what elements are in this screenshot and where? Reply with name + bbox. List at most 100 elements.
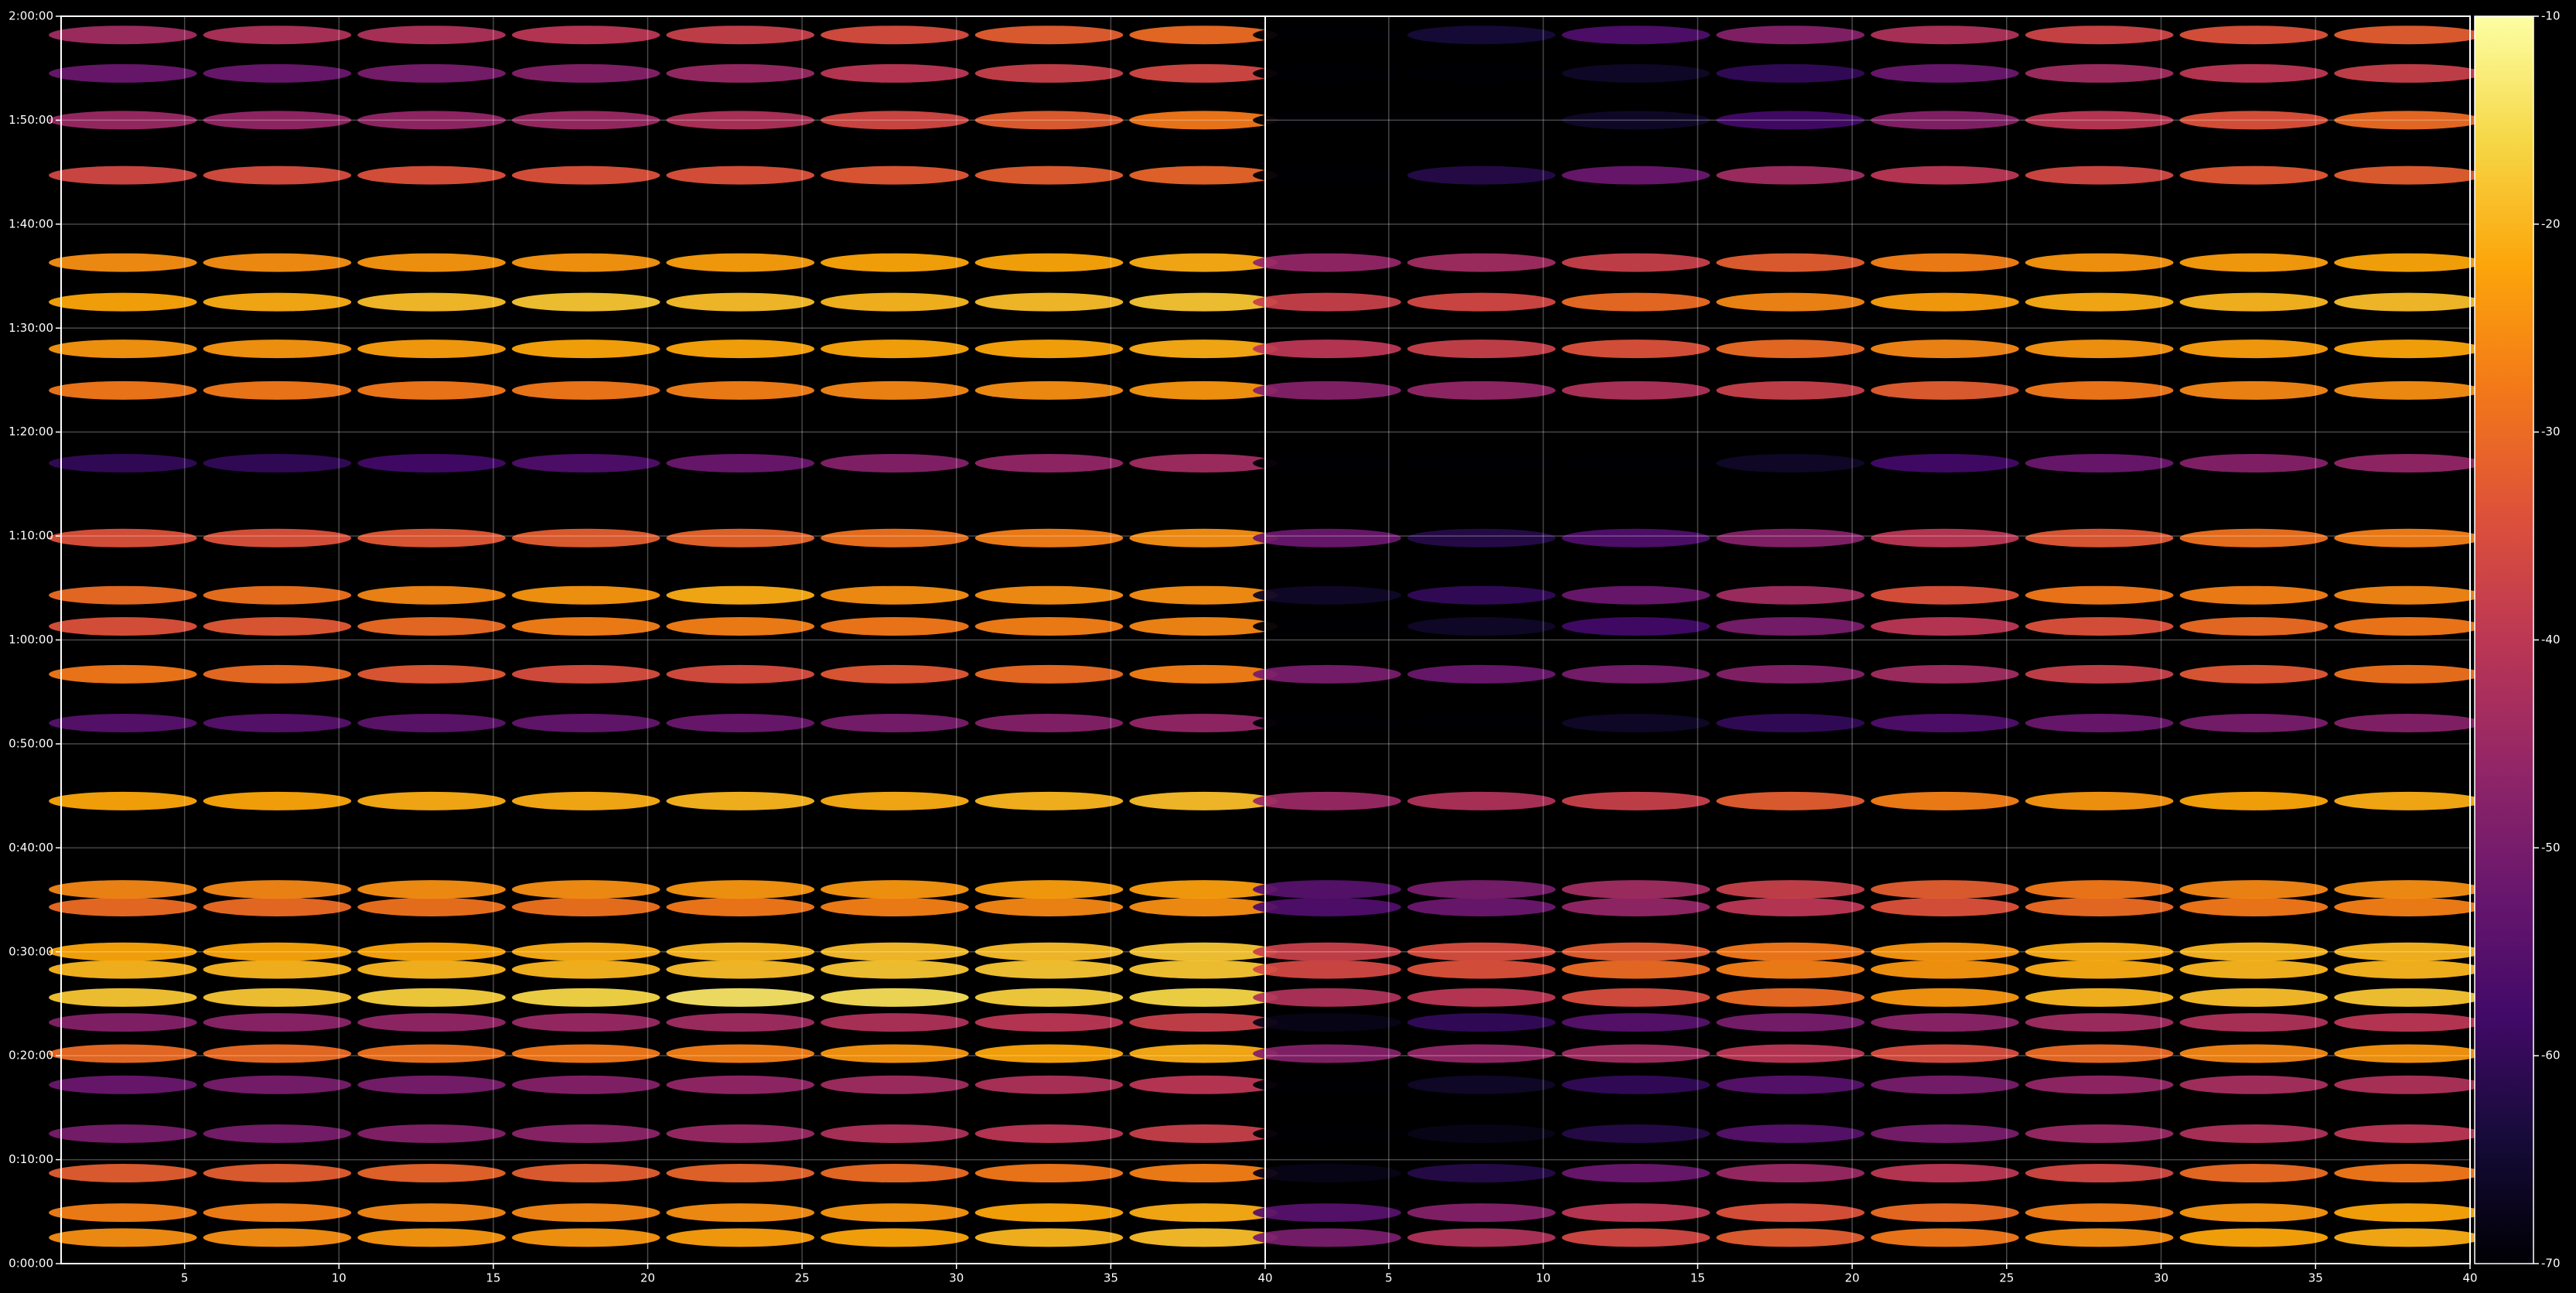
heat-cell [1129,63,1278,83]
heat-cell [1716,26,1865,45]
heat-cell [357,988,506,1007]
heat-cell [1561,1044,1711,1063]
heat-cell [2179,791,2329,810]
heat-cell [974,664,1124,684]
heat-cell [1253,988,1401,1007]
heat-cell [1253,292,1401,312]
y-tick-label: 0:00:00 [9,1257,53,1271]
heat-cell [821,664,969,684]
heat-cell [821,897,969,916]
heat-cell [2334,1203,2482,1223]
y-tick-label: 1:10:00 [9,529,53,543]
heat-cell [1253,26,1401,45]
heat-cell [1561,1075,1711,1094]
heat-cell [49,617,197,636]
heat-cell [357,942,506,961]
x-tick-label: 15 [486,1271,500,1285]
heat-cell [357,1124,506,1143]
heat-cell [1870,585,2019,605]
heat-cell [511,897,660,916]
heat-cell [511,111,660,130]
heat-cell [2179,26,2329,45]
heat-cell [357,585,506,605]
heat-cell [2179,339,2329,359]
heat-cell [821,26,969,45]
heat-cell [203,253,352,272]
heat-cell [974,1044,1124,1063]
heat-cell [1129,339,1278,359]
heat-cell [1870,1124,2019,1143]
heat-cell [2025,1203,2174,1223]
x-tick-label: 35 [2308,1271,2323,1285]
heat-cell [974,1124,1124,1143]
heat-cell [1870,63,2019,83]
heat-cell [2179,1124,2329,1143]
heat-cell [2334,253,2482,272]
heat-cell [2025,1075,2174,1094]
heat-cell [974,339,1124,359]
heat-cell [821,960,969,979]
y-tick-label: 0:40:00 [9,841,53,855]
heat-cell [1407,1044,1556,1063]
heat-cell [2179,1228,2329,1247]
heat-cell [1561,1228,1711,1247]
heat-cell [357,253,506,272]
heat-cell [49,528,197,548]
heat-cell [357,380,506,400]
heat-cell [357,714,506,733]
heat-cell [974,528,1124,548]
y-tick-label: 1:30:00 [9,321,53,335]
heat-cell [1561,988,1711,1007]
heat-cell [1716,897,1865,916]
heat-cell [2025,617,2174,636]
heat-cell [2025,714,2174,733]
heat-cell [49,111,197,130]
heat-cell [1407,664,1556,684]
heat-cell [357,111,506,130]
heat-cell [1716,585,1865,605]
heat-cell [2025,528,2174,548]
heat-cell [1129,942,1278,961]
heat-cell [2334,63,2482,83]
heat-cell [666,1164,815,1183]
heat-cell [1407,253,1556,272]
heat-cell [2334,1228,2482,1247]
heat-cell [1407,585,1556,605]
heat-cell [1716,111,1865,130]
heat-cell [2025,63,2174,83]
heat-cell [1253,1203,1401,1223]
heat-cell [1253,880,1401,899]
heat-cell [2334,664,2482,684]
colorbar-tick-label: -40 [2541,633,2561,646]
heat-cell [49,1164,197,1183]
heat-cell [1129,292,1278,312]
heat-cell [1129,1203,1278,1223]
heat-cell [49,988,197,1007]
heat-cell [821,1013,969,1032]
heat-cell [1716,880,1865,899]
heat-cell [666,26,815,45]
heat-cell [2179,1164,2329,1183]
x-tick-label: 30 [2154,1271,2168,1285]
heat-cell [2025,111,2174,130]
heat-cell [1407,1075,1556,1094]
heat-cell [1870,791,2019,810]
heat-cell [1407,960,1556,979]
heat-cell [821,880,969,899]
heat-cell [1716,714,1865,733]
heat-cell [974,1203,1124,1223]
x-tick-label: 30 [949,1271,964,1285]
heat-cell [1407,380,1556,400]
heat-cell [357,1044,506,1063]
heat-cell [2334,617,2482,636]
x-tick-label: 20 [1844,1271,1859,1285]
heat-cell [821,942,969,961]
heat-cell [511,1164,660,1183]
heat-cell [511,942,660,961]
heat-cell [1129,528,1278,548]
heat-cell [1253,585,1401,605]
heat-cell [1561,339,1711,359]
heat-cell [49,253,197,272]
heat-cell [1870,714,2019,733]
